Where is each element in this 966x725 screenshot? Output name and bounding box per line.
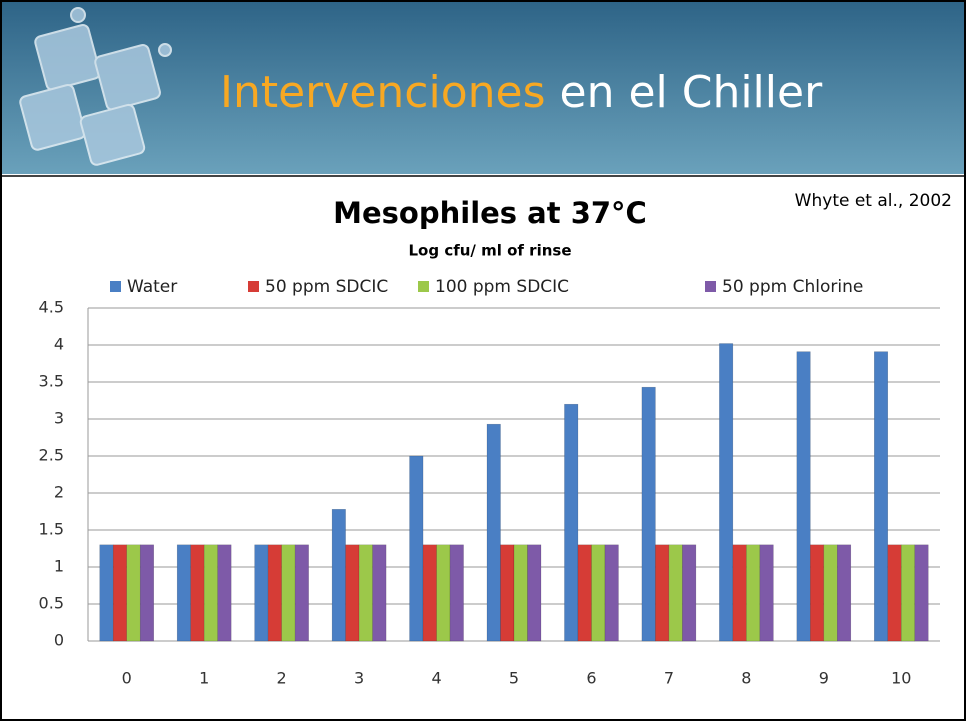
bar	[759, 544, 774, 642]
title-highlight: Intervenciones	[220, 67, 546, 118]
x-tick-label: 4	[431, 669, 441, 688]
header-band	[2, 2, 964, 174]
bar	[281, 544, 296, 642]
annotation: Whyte et al., 2002	[795, 191, 952, 211]
bar	[358, 544, 373, 642]
y-tick-label: 2.5	[39, 446, 64, 465]
bar	[604, 544, 619, 642]
bar	[914, 544, 929, 642]
legend-swatch	[248, 281, 259, 292]
y-tick-label: 0	[54, 631, 64, 650]
bar	[112, 544, 127, 642]
bar	[500, 544, 515, 642]
bar	[564, 403, 579, 642]
x-tick-label: 0	[122, 669, 132, 688]
bar	[577, 544, 592, 642]
bar	[449, 544, 464, 642]
bar	[409, 455, 424, 642]
y-tick-label: 3.5	[39, 372, 64, 391]
bar	[746, 544, 761, 642]
bar	[294, 544, 309, 642]
bar	[372, 544, 387, 642]
bar	[823, 544, 838, 642]
bar	[267, 544, 282, 642]
bar	[732, 544, 747, 642]
bar	[203, 544, 218, 642]
y-tick-label: 3	[54, 409, 64, 428]
legend-label: 50 ppm Chlorine	[722, 277, 863, 297]
x-tick-label: 3	[354, 669, 364, 688]
bar	[901, 544, 916, 642]
legend-label: Water	[127, 277, 177, 297]
chart-title: Mesophiles at 37°C	[333, 196, 647, 230]
bar	[486, 423, 501, 642]
bar	[682, 544, 697, 642]
slide-title: Intervenciones en el Chiller	[220, 67, 823, 118]
bar	[139, 544, 154, 642]
bar	[810, 544, 825, 642]
bar	[641, 386, 656, 642]
bar	[874, 351, 889, 642]
x-tick-label: 8	[741, 669, 751, 688]
bar	[719, 343, 734, 642]
bar	[331, 509, 346, 642]
bar	[668, 544, 683, 642]
y-tick-label: 4.5	[39, 298, 64, 317]
bar	[190, 544, 205, 642]
legend-swatch	[418, 281, 429, 292]
bar	[655, 544, 670, 642]
bar	[217, 544, 232, 642]
x-tick-label: 2	[277, 669, 287, 688]
y-tick-label: 0.5	[39, 594, 64, 613]
legend-label: 50 ppm SDCIC	[265, 277, 388, 297]
bar	[254, 544, 269, 642]
x-tick-label: 7	[664, 669, 674, 688]
x-tick-label: 10	[891, 669, 911, 688]
legend-swatch	[705, 281, 716, 292]
bar	[99, 544, 114, 642]
x-tick-label: 9	[819, 669, 829, 688]
bar	[345, 544, 360, 642]
y-tick-label: 2	[54, 483, 64, 502]
bar	[837, 544, 852, 642]
bar	[436, 544, 451, 642]
legend-swatch	[110, 281, 121, 292]
y-tick-label: 1	[54, 557, 64, 576]
bar	[887, 544, 902, 642]
bar	[422, 544, 437, 642]
bar	[126, 544, 141, 642]
bar	[176, 544, 191, 642]
title-rest: en el Chiller	[560, 67, 824, 118]
x-tick-label: 6	[586, 669, 596, 688]
bar	[527, 544, 542, 642]
puzzle-icon	[19, 7, 172, 166]
legend-label: 100 ppm SDCIC	[435, 277, 569, 297]
bar	[796, 351, 811, 642]
x-tick-label: 5	[509, 669, 519, 688]
bar	[591, 544, 606, 642]
y-tick-label: 1.5	[39, 520, 64, 539]
bar	[513, 544, 528, 642]
y-tick-label: 4	[54, 335, 64, 354]
chart-subtitle: Log cfu/ ml of rinse	[409, 242, 572, 260]
x-tick-label: 1	[199, 669, 209, 688]
